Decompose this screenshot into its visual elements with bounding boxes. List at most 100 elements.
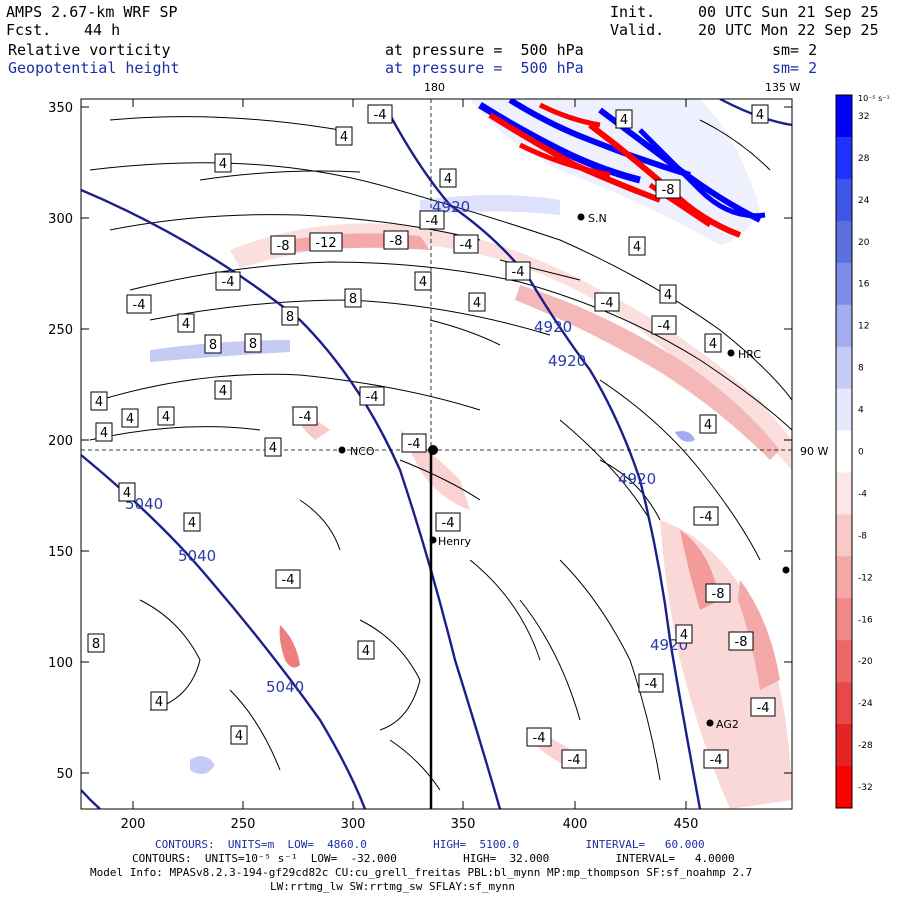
colorbar-swatch [836,262,852,306]
field2-smoothing: sm= 2 [772,59,818,77]
vorticity-label: 4 [362,644,370,659]
station-henry-label: Henry [438,535,472,548]
vorticity-label: -8 [390,234,403,249]
vorticity-label-box [230,725,248,745]
colorbar-level-label: 4 [858,406,864,416]
vorticity-label-box [270,235,296,255]
vorticity-label-box [561,749,587,769]
vorticity-label: 4 [620,113,628,128]
vorticity-contour-labels: -4 4 4 4 -4 -4 -8 -12 -8 -4 -4 4 -4 8 4 -4 4 4 8 4 -4 4 8 8 4 -4 4… [87,104,776,769]
colorbar-swatch [836,304,852,348]
vorticity-label: -4 [710,753,723,768]
vorticity-label-box [357,640,375,660]
vorticity-label-box [292,406,318,426]
field2-name: Geopotential height [8,59,180,77]
height-contour-5040 [81,454,367,809]
y-axis-labels: 350 300 250 200 150 100 50 [48,101,73,782]
lon-135w-label: 135 W [765,81,800,94]
vorticity-label: 4 [444,172,452,187]
vorticity-label: -12 [315,236,336,251]
pos-vorticity-patch [675,431,695,442]
colorbar-swatch [836,472,852,515]
vorticity-label-box [675,624,693,644]
vorticity-label-box [699,414,717,434]
y-tick-label: 200 [48,434,73,449]
colorbar-level-label: 32 [858,112,869,122]
vorticity-label-box [183,512,201,532]
vorticity-label-box [439,168,457,188]
colorbar-swatch [836,388,852,432]
model-title: AMPS 2.67-km WRF SP [6,3,178,21]
valid-label: Valid. [610,21,665,39]
vorticity-label: 4 [126,412,134,427]
vorticity-label-box [215,271,241,291]
vorticity-label: -4 [757,701,770,716]
colorbar-level-label: -8 [858,531,867,541]
pos-vorticity-patch [190,756,215,774]
map-annotations: 180 135 W 90 W NCO Henry HRC AG2 S.N [350,81,828,731]
y-tick-label: 150 [48,545,73,560]
vorticity-label: -4 [366,390,379,405]
colorbar-level-label: 8 [858,364,864,374]
station-nco-marker [338,446,346,454]
vorticity-label-box [275,569,301,589]
vorticity-label: 4 [100,426,108,441]
height-contour-4920-b [388,114,702,809]
height-label-5040: 5040 [178,547,216,565]
valid-time: 20 UTC Mon 22 Sep 25 [698,21,879,39]
footer-model-physics: LW:rrtmg_lw SW:rrtmg_sw SFLAY:sf_mynn [270,880,516,893]
vorticity-label: -4 [601,296,614,311]
vorticity-label-box [281,306,299,326]
vorticity-label-box [90,391,108,411]
colorbar-level-label: 16 [858,280,870,290]
height-contour-sw [81,789,101,809]
vorticity-label: 4 [704,418,712,433]
colorbar-level-label: -16 [858,615,873,625]
x-tick-label: 300 [341,817,366,832]
vorticity-label: -4 [700,510,713,525]
field2-level: at pressure = 500 hPa [385,59,584,77]
x-tick-label: 400 [563,817,588,832]
vorticity-label: 8 [92,637,100,652]
x-axis-labels: 200 250 300 350 400 450 [121,817,699,832]
y-tick-label: 250 [48,323,73,338]
colorbar-level-label: 20 [858,238,870,248]
vorticity-label-box [628,236,646,256]
vorticity-label-box [309,232,343,252]
vorticity-label-box [659,284,677,304]
vorticity-label: -4 [408,437,421,452]
vorticity-label-box [615,109,633,129]
vorticity-label-box [214,380,232,400]
station-henry-marker [429,536,437,544]
vorticity-label: 4 [182,317,190,332]
y-tick-label: 50 [56,767,73,782]
vorticity-label: -4 [442,516,455,531]
neg-vorticity-band [660,520,792,809]
vorticity-label-box [419,210,445,230]
vorticity-label: -4 [533,731,546,746]
init-label: Init. [610,3,656,21]
colorbar-swatch [836,220,852,264]
vorticity-label: -4 [658,319,671,334]
vorticity-label-box [244,333,262,353]
vorticity-label: -8 [662,183,675,198]
colorbar-swatch [836,724,852,767]
station-east-marker [782,566,790,574]
colorbar-swatch [836,682,852,725]
vorticity-label: 4 [709,337,717,352]
colorbar-level-label: 24 [858,196,870,206]
vorticity-label: 4 [269,441,277,456]
vorticity-label-box [526,727,552,747]
colorbar-level-label: 12 [858,322,869,332]
colorbar-level-label: 0 [858,448,864,458]
vorticity-label: 4 [162,410,170,425]
colorbar-swatch [836,430,852,473]
colorbar-swatch [836,640,852,683]
vorticity-label: -8 [277,239,290,254]
footer-height-contours: CONTOURS: UNITS=m LOW= 4860.0 HIGH= 5100… [155,838,705,851]
vorticity-label-box [150,691,168,711]
height-label-4920: 4920 [618,470,656,488]
vorticity-label-box [750,697,776,717]
init-time: 00 UTC Sun 21 Sep 25 [698,3,879,21]
vorticity-label: 8 [209,338,217,353]
